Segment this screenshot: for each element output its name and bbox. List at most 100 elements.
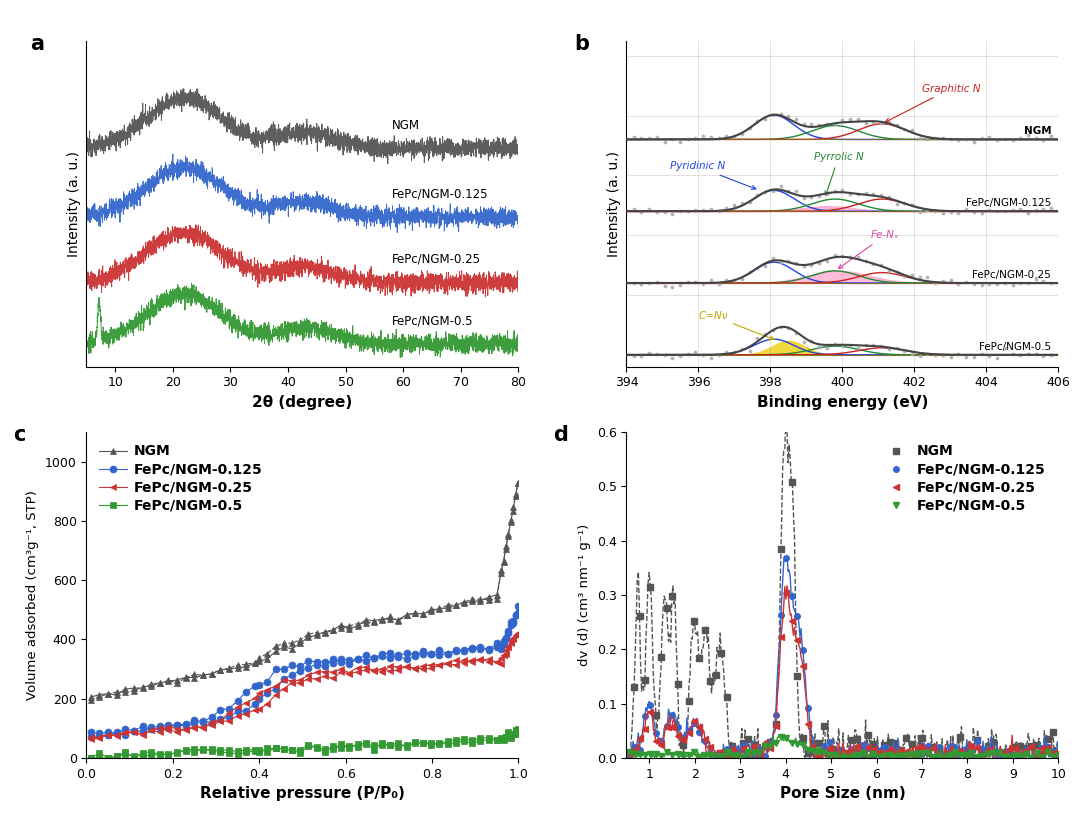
- Point: [903, 347, 920, 360]
- Point: [726, 273, 743, 286]
- Point: [826, 249, 843, 262]
- NGM: [507, 506, 519, 516]
- Point: [625, 276, 643, 289]
- Text: NGM: NGM: [1024, 126, 1051, 136]
- Point: [834, 113, 851, 126]
- FePc/NGM-0.25: [509, 630, 522, 640]
- Point: [927, 349, 944, 362]
- FePc/NGM-0.5: [197, 746, 210, 756]
- Text: C=Nν: C=Nν: [699, 311, 774, 340]
- Text: Graphitic N: Graphitic N: [886, 84, 981, 122]
- FePc/NGM-0.25: [1052, 748, 1065, 758]
- Point: [802, 258, 820, 271]
- FePc/NGM-0.5: [927, 752, 940, 762]
- NGM: [964, 753, 977, 763]
- Point: [748, 262, 766, 275]
- Point: [787, 112, 805, 125]
- Point: [826, 117, 843, 130]
- Point: [880, 117, 897, 130]
- Point: [888, 197, 905, 210]
- Point: [1004, 134, 1022, 147]
- Y-axis label: Intensity (a. u.): Intensity (a. u.): [67, 151, 81, 257]
- Point: [741, 196, 758, 209]
- Point: [718, 274, 735, 287]
- Line: FePc/NGM-0.125: FePc/NGM-0.125: [87, 603, 522, 741]
- Point: [802, 191, 820, 204]
- Point: [973, 131, 990, 144]
- Point: [834, 338, 851, 351]
- Point: [765, 109, 782, 122]
- Line: FePc/NGM-0.5: FePc/NGM-0.5: [87, 727, 522, 761]
- Point: [1027, 203, 1044, 216]
- Point: [687, 132, 704, 145]
- FePc/NGM-0.5: [894, 751, 907, 760]
- FePc/NGM-0.125: [507, 616, 519, 626]
- NGM: [883, 738, 896, 747]
- Point: [648, 205, 665, 218]
- FePc/NGM-0.25: [905, 749, 918, 759]
- Point: [1012, 132, 1029, 145]
- Point: [826, 185, 843, 198]
- FePc/NGM-0.125: [197, 716, 210, 725]
- Point: [765, 252, 782, 265]
- Point: [772, 255, 789, 268]
- Point: [865, 258, 882, 271]
- FePc/NGM-0.25: [504, 637, 517, 647]
- Point: [865, 116, 882, 129]
- Line: FePc/NGM-0.125: FePc/NGM-0.125: [626, 555, 1062, 760]
- Point: [873, 259, 890, 272]
- Point: [880, 342, 897, 355]
- Point: [903, 198, 920, 211]
- Text: Pyrrolic N: Pyrrolic N: [813, 152, 863, 196]
- FePc/NGM-0.5: [910, 749, 923, 759]
- Point: [663, 351, 680, 364]
- Point: [748, 114, 766, 127]
- Point: [895, 196, 913, 209]
- Point: [1020, 128, 1037, 141]
- NGM: [1014, 742, 1027, 751]
- Point: [811, 341, 828, 354]
- Point: [934, 131, 951, 144]
- Point: [733, 342, 751, 355]
- Point: [656, 205, 673, 218]
- Point: [656, 348, 673, 361]
- NGM: [433, 603, 446, 613]
- X-axis label: 2θ (degree): 2θ (degree): [253, 395, 352, 410]
- Point: [756, 112, 773, 125]
- Point: [633, 205, 650, 218]
- FePc/NGM-0.125: [622, 750, 635, 760]
- Point: [949, 133, 967, 146]
- Point: [756, 185, 773, 198]
- FePc/NGM-0.125: [905, 750, 918, 760]
- Point: [841, 113, 859, 126]
- NGM: [512, 478, 525, 488]
- FePc/NGM-0.5: [205, 744, 218, 754]
- Point: [841, 187, 859, 200]
- Point: [819, 118, 836, 131]
- Point: [856, 254, 874, 267]
- Point: [958, 350, 975, 363]
- Point: [934, 206, 951, 219]
- Point: [780, 185, 797, 198]
- Point: [679, 133, 697, 146]
- Point: [1035, 134, 1052, 147]
- Point: [679, 275, 697, 289]
- Point: [726, 199, 743, 212]
- Point: [640, 202, 658, 215]
- NGM: [205, 669, 218, 679]
- Point: [656, 280, 673, 293]
- Point: [633, 132, 650, 145]
- Point: [772, 108, 789, 121]
- Point: [1042, 276, 1059, 289]
- Point: [633, 350, 650, 363]
- FePc/NGM-0.25: [975, 753, 988, 763]
- Point: [849, 187, 866, 200]
- Point: [849, 112, 866, 126]
- FePc/NGM-0.125: [1052, 753, 1065, 763]
- NGM: [921, 743, 934, 753]
- Legend: NGM, FePc/NGM-0.125, FePc/NGM-0.25, FePc/NGM-0.5: NGM, FePc/NGM-0.125, FePc/NGM-0.25, FePc…: [93, 439, 268, 518]
- FePc/NGM-0.125: [1014, 750, 1027, 760]
- Point: [873, 117, 890, 130]
- NGM: [889, 738, 902, 748]
- Point: [672, 278, 689, 291]
